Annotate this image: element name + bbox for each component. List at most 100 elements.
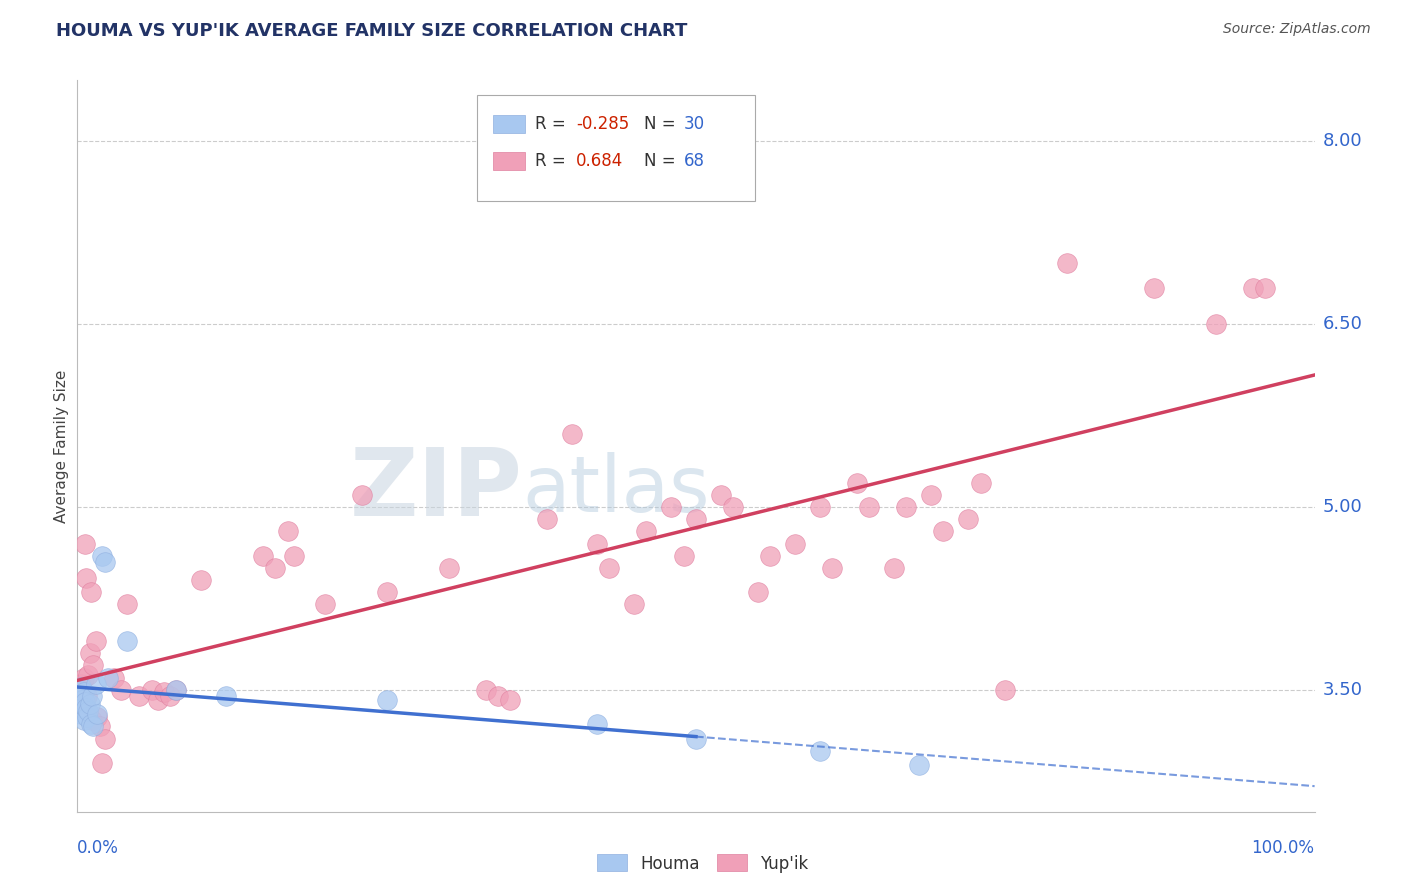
Point: [86, 707, 108, 722]
Point: [350, 488, 373, 502]
Point: [165, 682, 187, 697]
Point: [97, 671, 120, 685]
Point: [685, 512, 707, 526]
Text: 5.00: 5.00: [1323, 498, 1362, 516]
Point: [72, 692, 94, 706]
Point: [920, 488, 942, 502]
Text: 100.0%: 100.0%: [1251, 839, 1315, 857]
Legend: Houma, Yup'ik: Houma, Yup'ik: [591, 847, 815, 880]
Point: [672, 549, 695, 563]
Point: [72, 671, 94, 685]
Point: [969, 475, 991, 490]
Text: 30: 30: [683, 115, 704, 133]
Point: [165, 682, 187, 697]
Point: [69, 689, 91, 703]
Point: [1254, 280, 1277, 294]
Point: [89, 719, 111, 733]
Point: [623, 598, 645, 612]
Text: 6.50: 6.50: [1323, 315, 1362, 333]
Text: HOUMA VS YUP'IK AVERAGE FAMILY SIZE CORRELATION CHART: HOUMA VS YUP'IK AVERAGE FAMILY SIZE CORR…: [56, 22, 688, 40]
Point: [721, 500, 744, 514]
Point: [69, 698, 91, 712]
Point: [710, 488, 733, 502]
Point: [759, 549, 782, 563]
Point: [91, 549, 114, 563]
Text: ZIP: ZIP: [350, 444, 523, 536]
Point: [437, 561, 460, 575]
Point: [883, 561, 905, 575]
Point: [1241, 280, 1264, 294]
Text: 0.0%: 0.0%: [77, 839, 120, 857]
Point: [215, 689, 238, 703]
Point: [82, 714, 104, 728]
Point: [821, 561, 844, 575]
Point: [858, 500, 880, 514]
Text: atlas: atlas: [523, 452, 710, 528]
Text: N =: N =: [644, 115, 681, 133]
Point: [375, 585, 398, 599]
Point: [252, 549, 274, 563]
Point: [486, 689, 509, 703]
Point: [82, 719, 104, 733]
Text: -0.285: -0.285: [576, 115, 630, 133]
Point: [747, 585, 769, 599]
Point: [783, 536, 806, 550]
Point: [277, 524, 299, 539]
Text: R =: R =: [536, 152, 576, 169]
Text: 68: 68: [683, 152, 704, 169]
Point: [72, 685, 94, 699]
Point: [76, 689, 98, 703]
Point: [1205, 317, 1227, 331]
FancyBboxPatch shape: [477, 95, 755, 201]
Text: N =: N =: [644, 152, 681, 169]
Point: [1143, 280, 1166, 294]
Point: [72, 701, 94, 715]
Point: [76, 709, 98, 723]
Point: [67, 682, 90, 697]
Point: [659, 500, 682, 514]
Point: [586, 536, 609, 550]
Point: [283, 549, 305, 563]
Point: [474, 682, 496, 697]
Point: [499, 692, 522, 706]
Point: [103, 671, 125, 685]
Point: [77, 668, 100, 682]
Point: [70, 681, 93, 695]
Point: [314, 598, 336, 612]
Point: [80, 717, 103, 731]
Point: [536, 512, 558, 526]
Text: 3.50: 3.50: [1323, 681, 1362, 698]
Y-axis label: Average Family Size: Average Family Size: [53, 369, 69, 523]
Point: [685, 731, 707, 746]
Point: [93, 555, 115, 569]
Point: [72, 714, 94, 728]
Point: [141, 682, 163, 697]
Bar: [494, 152, 526, 169]
Point: [69, 685, 91, 699]
Point: [845, 475, 868, 490]
Point: [115, 598, 138, 612]
Text: 0.684: 0.684: [576, 152, 623, 169]
Point: [561, 426, 583, 441]
Text: Source: ZipAtlas.com: Source: ZipAtlas.com: [1223, 22, 1371, 37]
Point: [77, 704, 100, 718]
Point: [264, 561, 287, 575]
Point: [808, 500, 831, 514]
Point: [80, 585, 103, 599]
Point: [994, 682, 1017, 697]
Point: [808, 744, 831, 758]
Text: 8.00: 8.00: [1323, 132, 1362, 150]
Point: [93, 731, 115, 746]
Point: [115, 634, 138, 648]
Point: [932, 524, 955, 539]
Point: [190, 573, 212, 587]
Point: [86, 709, 108, 723]
Point: [896, 500, 918, 514]
Point: [79, 646, 101, 660]
Bar: [494, 115, 526, 133]
Point: [907, 758, 929, 772]
Point: [636, 524, 658, 539]
Point: [128, 689, 150, 703]
Point: [586, 717, 609, 731]
Point: [110, 682, 132, 697]
